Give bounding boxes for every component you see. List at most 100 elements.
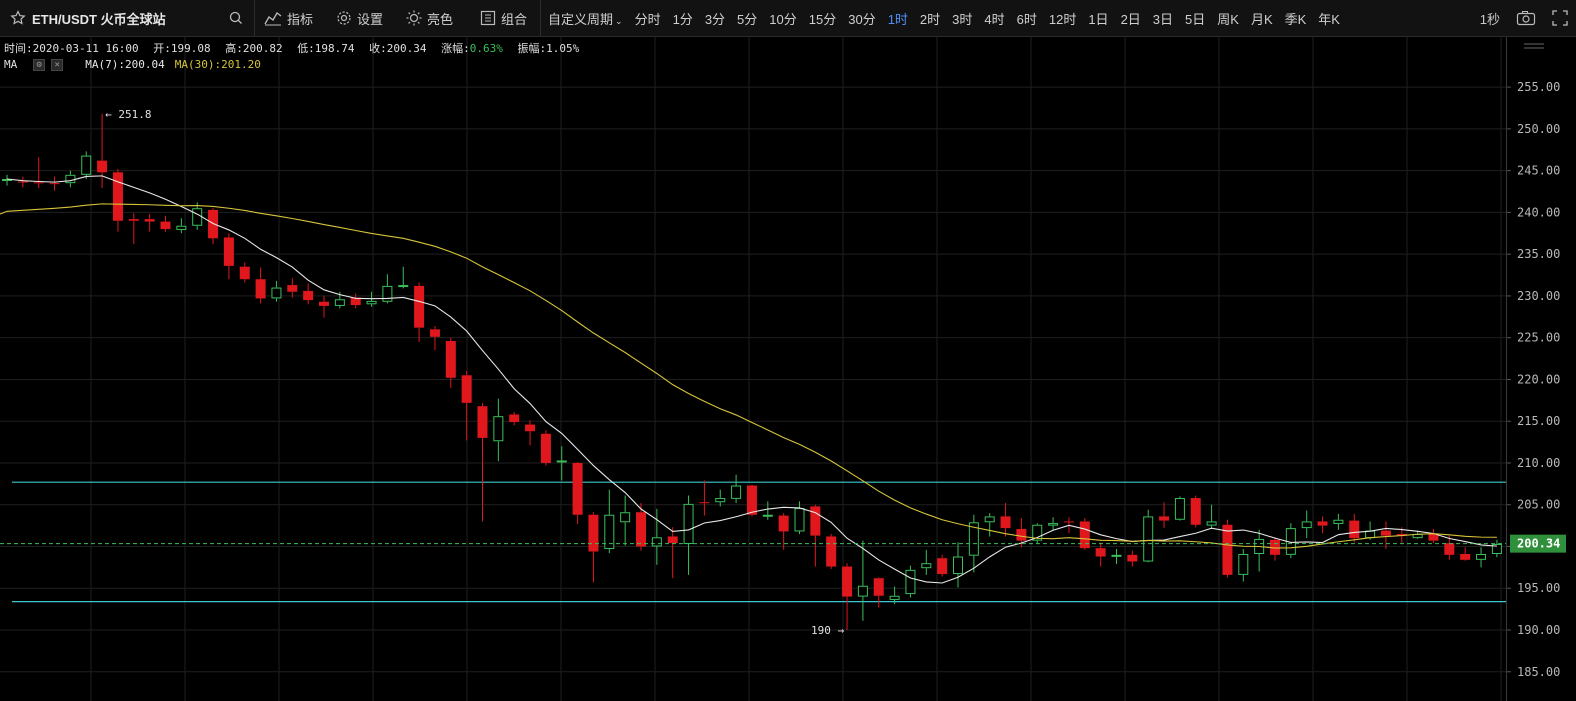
interval-7[interactable]: 1时 <box>887 11 908 27</box>
symbol-selector[interactable]: ETH/USDT 火币全球站 <box>10 0 166 36</box>
candle[interactable] <box>1428 528 1439 544</box>
interval-17[interactable]: 周K <box>1217 11 1239 27</box>
interval-14[interactable]: 2日 <box>1120 11 1141 27</box>
candle[interactable] <box>144 214 155 232</box>
candle[interactable] <box>223 233 234 280</box>
candle[interactable] <box>636 503 646 551</box>
refresh-rate[interactable]: 1秒 <box>1479 11 1500 27</box>
candle[interactable] <box>255 267 266 304</box>
candle[interactable] <box>1048 517 1059 531</box>
candle[interactable] <box>208 208 219 245</box>
candle[interactable] <box>921 549 932 575</box>
candle[interactable] <box>398 266 409 289</box>
search-icon[interactable] <box>228 10 244 26</box>
candle[interactable] <box>366 291 377 307</box>
candle[interactable] <box>493 398 504 462</box>
fullscreen-icon[interactable] <box>1552 10 1568 26</box>
candle[interactable] <box>1476 547 1487 568</box>
candle[interactable] <box>1270 537 1280 561</box>
candle[interactable] <box>842 563 853 631</box>
candle[interactable] <box>984 513 995 537</box>
candle[interactable] <box>334 291 345 309</box>
interval-5[interactable]: 15分 <box>808 11 837 27</box>
interval-15[interactable]: 3日 <box>1152 11 1174 27</box>
candle[interactable] <box>699 480 710 516</box>
candle[interactable] <box>160 215 171 232</box>
candle[interactable] <box>445 337 456 388</box>
candle[interactable] <box>1285 523 1296 559</box>
candle[interactable] <box>968 514 979 573</box>
candle[interactable] <box>1349 513 1360 543</box>
candle[interactable] <box>1238 548 1249 582</box>
candle[interactable] <box>857 540 868 621</box>
candle[interactable] <box>239 262 250 283</box>
candle[interactable] <box>620 495 631 546</box>
candle[interactable] <box>414 282 425 342</box>
axis-handle-icon[interactable] <box>1524 43 1544 49</box>
interval-3[interactable]: 5分 <box>737 11 758 27</box>
candle[interactable] <box>17 176 28 188</box>
candle[interactable] <box>746 484 757 517</box>
candle[interactable] <box>477 402 488 522</box>
candle[interactable] <box>1143 509 1154 563</box>
candle[interactable] <box>540 430 551 466</box>
candle[interactable] <box>873 577 884 608</box>
candle[interactable] <box>1032 523 1043 544</box>
candle[interactable] <box>65 170 76 188</box>
candle[interactable] <box>33 157 44 189</box>
star-icon[interactable] <box>10 10 26 26</box>
candle[interactable] <box>2 174 12 186</box>
ma-settings-icon[interactable]: ⚙ <box>33 58 46 71</box>
interval-20[interactable]: 年K <box>1318 11 1340 27</box>
candle[interactable] <box>429 325 440 351</box>
candle[interactable] <box>667 527 678 579</box>
candle[interactable] <box>1016 518 1027 548</box>
candle[interactable] <box>1317 516 1328 534</box>
candle[interactable] <box>1380 521 1391 549</box>
candle[interactable] <box>1063 517 1074 534</box>
price-chart[interactable]: 185.00190.00195.00200.00205.00210.00215.… <box>0 37 1576 701</box>
candle[interactable] <box>762 501 773 520</box>
candle[interactable] <box>81 151 92 179</box>
custom-period-dropdown[interactable]: 自定义周期 ⌄ <box>548 9 623 28</box>
interval-2[interactable]: 3分 <box>704 11 726 27</box>
settings-button[interactable]: 设置 <box>336 0 383 36</box>
candle[interactable] <box>588 512 599 583</box>
candle[interactable] <box>953 542 963 588</box>
bright-button[interactable]: 亮色 <box>406 0 453 36</box>
candle[interactable] <box>350 293 361 309</box>
candle[interactable] <box>1301 510 1312 539</box>
candle[interactable] <box>1095 542 1106 567</box>
candle[interactable] <box>1333 513 1344 530</box>
interval-9[interactable]: 3时 <box>952 11 973 27</box>
candle[interactable] <box>731 474 742 504</box>
candle[interactable] <box>382 274 393 304</box>
candle[interactable] <box>49 176 60 191</box>
candle[interactable] <box>1444 535 1455 560</box>
interval-6[interactable]: 30分 <box>848 11 876 27</box>
interval-12[interactable]: 12时 <box>1048 11 1077 27</box>
candle[interactable] <box>556 446 567 481</box>
candle[interactable] <box>176 218 187 234</box>
candle[interactable] <box>1190 495 1201 528</box>
interval-4[interactable]: 10分 <box>769 11 797 27</box>
candle[interactable] <box>572 462 583 524</box>
candle[interactable] <box>1491 539 1502 558</box>
candle[interactable] <box>651 508 662 565</box>
candle[interactable] <box>778 513 789 550</box>
candle[interactable] <box>1396 527 1407 544</box>
candle[interactable] <box>1254 529 1265 572</box>
indicator-button[interactable]: 指标 <box>264 0 313 36</box>
candle[interactable] <box>937 554 948 577</box>
candle[interactable] <box>1460 547 1471 561</box>
candle[interactable] <box>1222 519 1233 578</box>
interval-18[interactable]: 月K <box>1250 11 1273 27</box>
interval-13[interactable]: 1日 <box>1088 11 1109 27</box>
candle[interactable] <box>794 501 805 534</box>
interval-8[interactable]: 2时 <box>919 11 941 27</box>
candle[interactable] <box>1159 502 1170 529</box>
candle[interactable] <box>112 168 123 232</box>
interval-16[interactable]: 5日 <box>1185 11 1206 27</box>
candle[interactable] <box>826 533 837 570</box>
price-axis[interactable]: 185.00190.00195.00200.00205.00210.00215.… <box>1506 80 1560 679</box>
